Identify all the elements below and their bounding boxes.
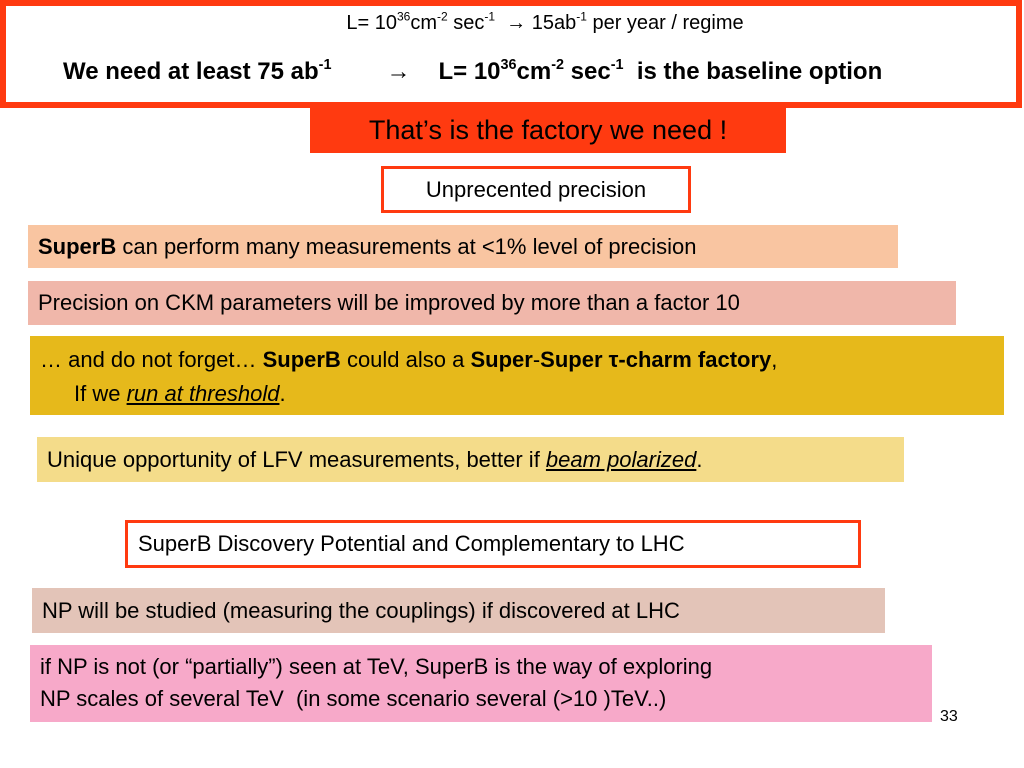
text: … and do not forget… — [40, 347, 263, 372]
luminosity-box — [0, 0, 1022, 108]
superscript: -2 — [437, 9, 448, 24]
text: L= 10 — [346, 12, 397, 34]
text: SuperB — [38, 234, 117, 259]
text: Unique opportunity of LFV measurements, … — [47, 447, 546, 472]
superscript: -1 — [610, 56, 624, 73]
superscript: 36 — [500, 56, 517, 73]
text: → 15ab — [495, 12, 577, 34]
text: can perform many measurements at <1% lev… — [116, 234, 697, 259]
page-number: 33 — [940, 708, 958, 725]
np-scales-box: if NP is not (or “partially”) seen at Te… — [30, 645, 932, 722]
text: . — [279, 381, 286, 406]
lfv-box: Unique opportunity of LFV measurements, … — [37, 437, 904, 482]
text: If we — [74, 381, 127, 406]
superscript: 36 — [396, 9, 411, 24]
factory-banner: That’s is the factory we need ! — [310, 108, 786, 153]
ckm-box: Precision on CKM parameters will be impr… — [28, 281, 956, 325]
text: per year / regime — [586, 12, 744, 34]
text: Super τ-charm factory — [540, 347, 772, 372]
arrow-icon: → — [386, 58, 411, 85]
text: We need at least 75 ab — [63, 58, 319, 85]
text: Super — [470, 347, 533, 372]
tau-charm-box: … and do not forget… SuperB could also a… — [30, 336, 1004, 415]
text: - — [532, 347, 541, 372]
text: . — [696, 447, 703, 472]
text: run at threshold — [126, 381, 280, 406]
line: if NP is not (or “partially”) seen at Te… — [40, 654, 713, 679]
baseline-line: We need at least 75 ab-1 → L= 1036cm-2 sec… — [63, 58, 882, 86]
line: NP scales of several TeV (in some scenar… — [40, 686, 667, 711]
line: … and do not forget… SuperB could also a… — [40, 343, 1004, 377]
np-studied-box: NP will be studied (measuring the coupli… — [32, 588, 885, 633]
text: sec — [447, 12, 485, 34]
text: sec — [564, 58, 611, 85]
text: , — [771, 347, 778, 372]
text: is the baseline option — [623, 58, 883, 85]
luminosity-line: L= 1036cm-2 sec-1 → 15ab-1 per year / re… — [0, 9, 1024, 35]
text: beam polarized — [545, 447, 697, 472]
unprecedented-precision-label: Unprecented precision — [381, 166, 691, 213]
text: could also a — [340, 347, 471, 372]
superscript: -1 — [576, 9, 587, 24]
superscript: -2 — [551, 56, 565, 73]
measurements-box: SuperB can perform many measurements at … — [28, 225, 898, 268]
text: L= 10 — [438, 58, 501, 85]
superscript: -1 — [318, 56, 332, 73]
discovery-potential-label: SuperB Discovery Potential and Complemen… — [125, 520, 861, 568]
superscript: -1 — [484, 9, 496, 24]
text: cm — [410, 12, 438, 34]
text: cm — [516, 58, 552, 85]
line: If we run at threshold. — [40, 377, 1004, 411]
text: SuperB — [262, 347, 341, 372]
